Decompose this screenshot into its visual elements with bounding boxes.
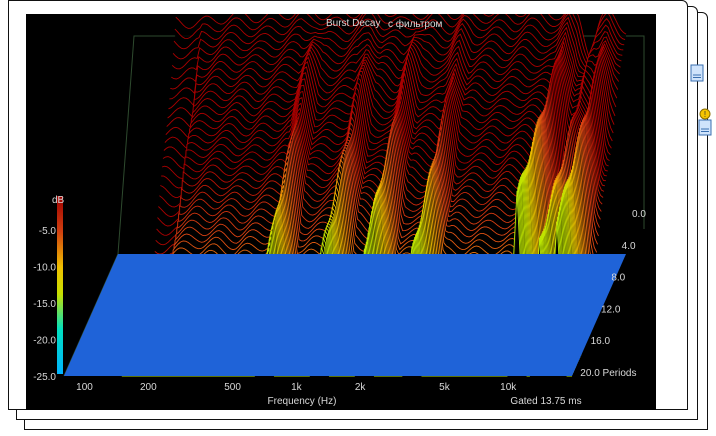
slice-line <box>170 31 621 90</box>
slice-line <box>174 14 626 61</box>
slice-line <box>171 21 623 72</box>
slice-line <box>173 14 625 65</box>
chart-title: Burst Decay <box>326 18 380 29</box>
burst-decay-plot: Burst Decay с фильтром dB -5.0 -10.0 -15.0… <box>26 14 656 410</box>
gated-label: Gated 13.75 ms <box>510 396 581 407</box>
x-tick-label: 5k <box>439 382 451 393</box>
slice-line <box>166 48 618 130</box>
x-tick-label: 2k <box>355 382 367 393</box>
floor-plane <box>64 254 626 376</box>
y-tick-label: -15.0 <box>33 299 56 310</box>
x-ticks: 100 200 500 1k 2k 5k 10k <box>76 382 517 393</box>
document-icon[interactable] <box>690 64 704 82</box>
slice-line <box>175 14 627 57</box>
slice-line <box>163 55 615 160</box>
chart-subtitle: с фильтром <box>388 18 443 30</box>
periods-tick-label: 20.0 Periods <box>580 368 636 379</box>
slice-line <box>164 53 616 150</box>
slice-line <box>161 57 613 179</box>
periods-ticks: 0.0 4.0 8.0 12.0 16.0 20.0 Periods <box>580 209 646 379</box>
y-tick-label: -25.0 <box>33 372 56 383</box>
slice-line <box>165 50 617 140</box>
slice-line <box>162 56 614 170</box>
x-axis-label: Frequency (Hz) <box>268 396 337 407</box>
y-tick-label: -20.0 <box>33 336 56 347</box>
periods-tick-label: 0.0 <box>632 209 646 220</box>
db-color-scale <box>57 196 63 374</box>
y-tick-label: -5.0 <box>39 226 57 237</box>
x-tick-label: 200 <box>140 382 157 393</box>
slice-line <box>171 26 622 80</box>
x-tick-label: 1k <box>291 382 303 393</box>
periods-tick-label: 8.0 <box>611 273 625 284</box>
x-tick-label: 100 <box>76 382 93 393</box>
periods-tick-label: 12.0 <box>601 304 621 315</box>
slice-line <box>172 16 624 69</box>
x-tick-label: 500 <box>224 382 241 393</box>
periods-tick-label: 4.0 <box>622 241 636 252</box>
document-warning-icon[interactable]: ! <box>698 108 712 136</box>
x-tick-label: 10k <box>500 382 517 393</box>
y-tick-label: -10.0 <box>33 263 56 274</box>
periods-tick-label: 16.0 <box>591 336 611 347</box>
waterfall-chart: Burst Decay с фильтром dB -5.0 -10.0 -15.0… <box>33 14 646 407</box>
z-axis-label: dB <box>52 195 65 206</box>
svg-text:!: ! <box>704 110 706 119</box>
y-ticks: -5.0 -10.0 -15.0 -20.0 -25.0 <box>33 226 56 383</box>
slice-line <box>167 44 619 119</box>
chart-floor <box>64 254 626 376</box>
slice-line <box>169 36 620 100</box>
slice-line <box>168 40 620 110</box>
